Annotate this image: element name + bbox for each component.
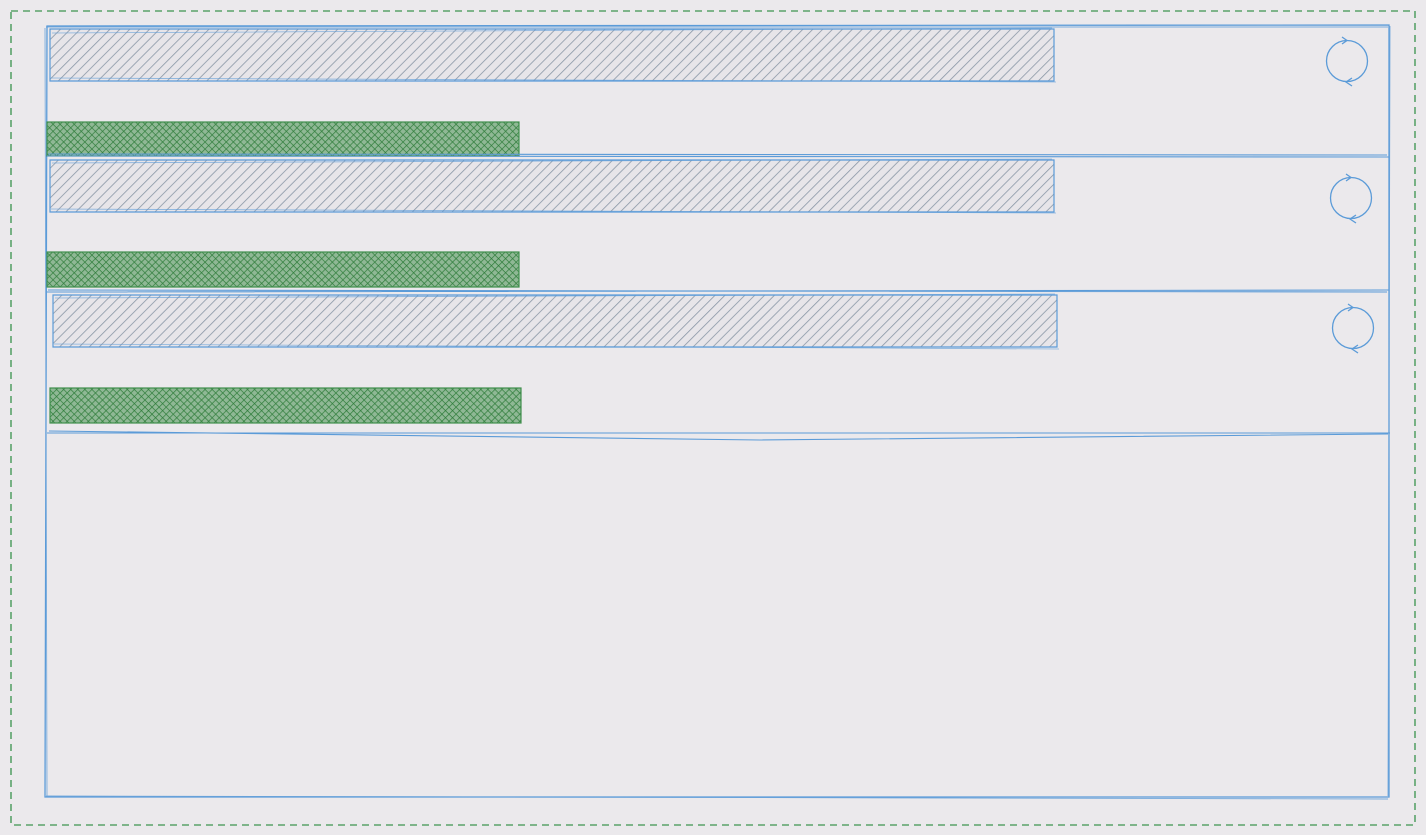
row-divider bbox=[46, 289, 1390, 293]
list-item[interactable] bbox=[47, 293, 1390, 441]
title-placeholder bbox=[49, 158, 1057, 214]
list-item[interactable] bbox=[46, 27, 1390, 158]
title-placeholder bbox=[49, 27, 1057, 83]
refresh-icon[interactable] bbox=[1325, 36, 1369, 87]
progress-bar bbox=[49, 387, 522, 424]
outer-boundary bbox=[10, 10, 1416, 826]
progress-bar bbox=[46, 121, 520, 157]
row-divider bbox=[47, 430, 1390, 441]
row-divider bbox=[46, 153, 1390, 158]
main-panel bbox=[44, 24, 1391, 800]
refresh-icon[interactable] bbox=[1329, 173, 1373, 224]
title-placeholder bbox=[52, 293, 1060, 350]
progress-bar bbox=[46, 251, 520, 288]
refresh-icon[interactable] bbox=[1331, 303, 1375, 354]
list-item[interactable] bbox=[46, 158, 1390, 293]
